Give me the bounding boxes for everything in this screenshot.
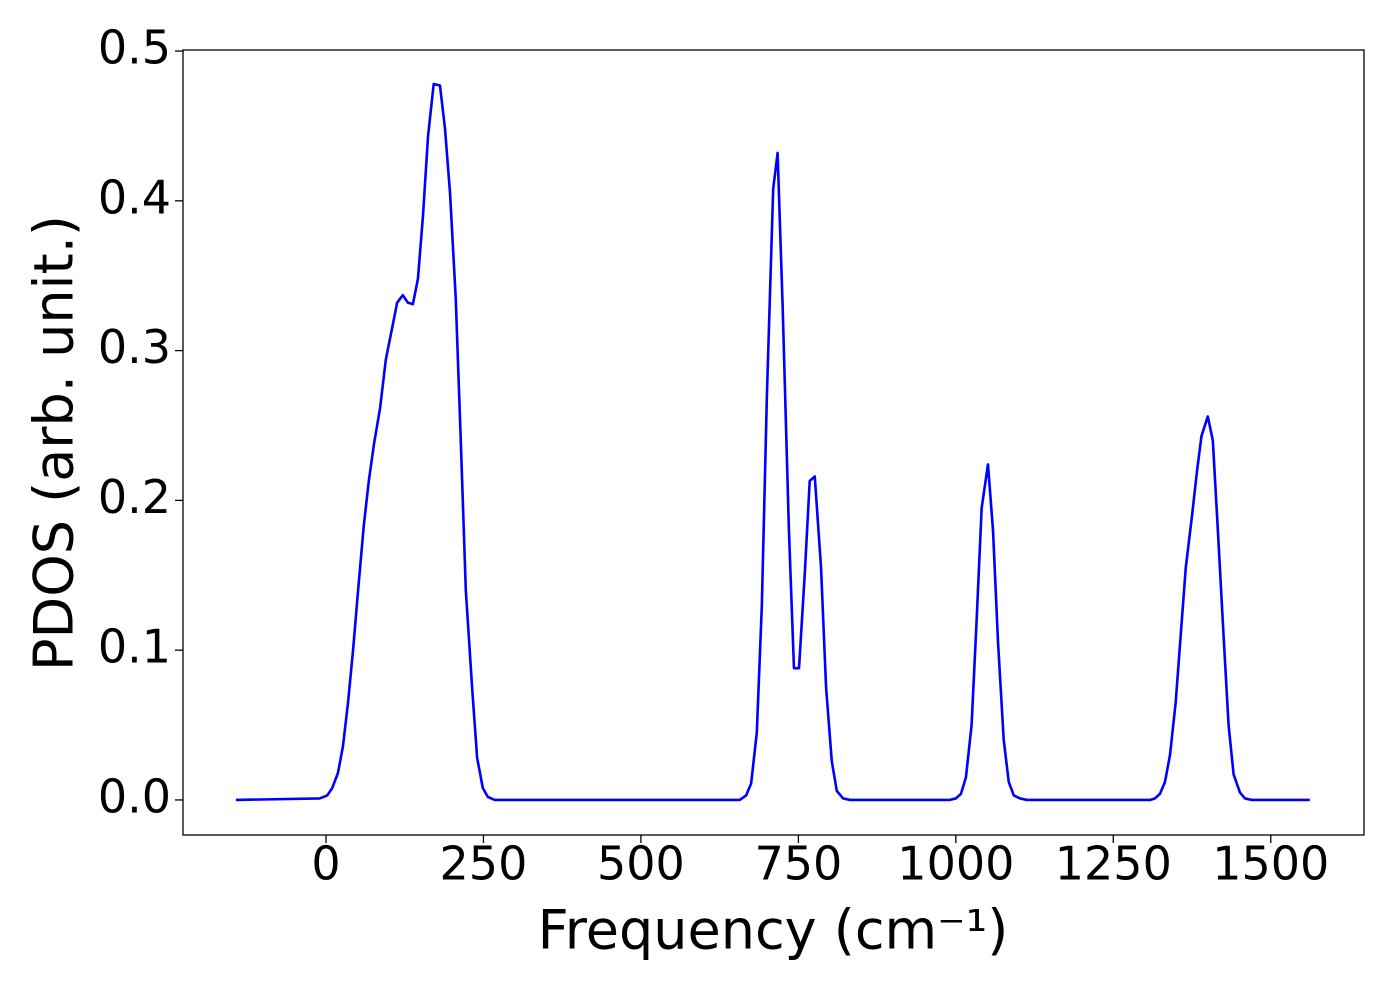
x-tick-label: 1000: [897, 837, 1014, 891]
x-tick-label: 0: [311, 837, 340, 891]
x-tick-label: 1500: [1212, 837, 1329, 891]
y-axis-label: PDOS (arb. unit.): [23, 215, 86, 671]
y-tick-label: 0.0: [98, 769, 171, 823]
x-tick-label: 750: [754, 837, 842, 891]
x-axis-label: Frequency (cm⁻¹): [538, 899, 1009, 962]
x-tick-label: 250: [440, 837, 528, 891]
y-tick-label: 0.3: [98, 320, 171, 374]
y-tick-label: 0.4: [98, 170, 171, 224]
x-tick-label: 500: [597, 837, 685, 891]
x-tick-label: 1250: [1055, 837, 1172, 891]
plot-frame: [182, 49, 1365, 836]
y-tick-label: 0.5: [98, 21, 171, 75]
y-tick-label: 0.1: [98, 620, 171, 674]
y-tick-label: 0.2: [98, 470, 171, 524]
data-line: [235, 82, 1310, 802]
